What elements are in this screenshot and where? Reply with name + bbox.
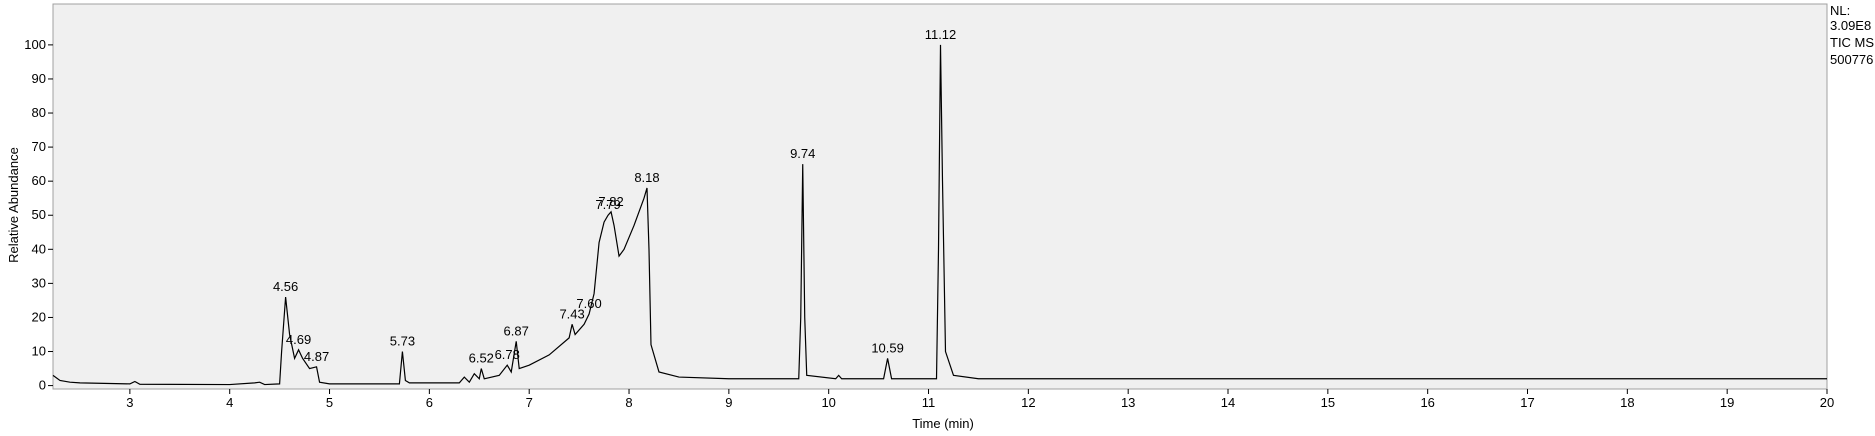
peak-label: 7.82	[598, 194, 623, 209]
y-tick-label: 10	[32, 344, 46, 359]
x-tick-label: 13	[1121, 395, 1135, 410]
x-tick-label: 7	[526, 395, 533, 410]
y-tick-label: 90	[32, 71, 46, 86]
y-tick-label: 0	[39, 378, 46, 393]
info-line: 500776	[1830, 52, 1873, 67]
peak-label: 7.43	[559, 306, 584, 321]
y-tick-label: 80	[32, 105, 46, 120]
y-tick-label: 60	[32, 173, 46, 188]
x-tick-label: 4	[226, 395, 233, 410]
x-tick-label: 12	[1021, 395, 1035, 410]
x-tick-label: 17	[1520, 395, 1534, 410]
x-tick-label: 6	[426, 395, 433, 410]
peak-label: 9.74	[790, 146, 815, 161]
peak-label: 6.87	[504, 323, 529, 338]
x-tick-label: 5	[326, 395, 333, 410]
x-tick-label: 19	[1720, 395, 1734, 410]
peak-label: 11.12	[925, 27, 957, 42]
y-tick-label: 20	[32, 309, 46, 324]
peak-label: 6.52	[469, 351, 494, 366]
peak-label: 10.59	[871, 340, 904, 355]
x-tick-label: 8	[625, 395, 632, 410]
x-tick-label: 14	[1221, 395, 1235, 410]
x-tick-label: 16	[1420, 395, 1434, 410]
y-tick-label: 40	[32, 241, 46, 256]
peak-label: 5.73	[390, 334, 415, 349]
peak-label: 6.78	[495, 347, 520, 362]
peak-label: 7.79	[595, 197, 620, 212]
peak-label: 8.18	[634, 170, 659, 185]
y-tick-label: 70	[32, 139, 46, 154]
x-tick-label: 18	[1620, 395, 1634, 410]
info-line: NL:	[1830, 3, 1850, 18]
peak-label: 4.69	[286, 332, 311, 347]
y-tick-label: 50	[32, 207, 46, 222]
y-tick-label: 100	[24, 37, 46, 52]
x-tick-label: 11	[922, 395, 936, 410]
trace	[52, 44, 1827, 386]
x-axis-label: Time (min)	[912, 416, 974, 431]
peak-label: 4.87	[304, 349, 329, 364]
info-line: 3.09E8	[1830, 18, 1871, 33]
range-label: RT: 2.23 - 20.00	[4, 0, 97, 1]
x-tick-label: 20	[1820, 395, 1834, 410]
x-tick-label: 3	[126, 395, 133, 410]
x-tick-label: 10	[821, 395, 835, 410]
x-tick-label: 9	[725, 395, 732, 410]
y-axis-label: Relative Abundance	[6, 147, 21, 263]
x-tick-label: 15	[1321, 395, 1335, 410]
peak-label: 4.56	[273, 279, 298, 294]
peak-label: 7.60	[576, 296, 601, 311]
info-line: TIC MS	[1830, 35, 1874, 50]
y-tick-label: 30	[32, 275, 46, 290]
